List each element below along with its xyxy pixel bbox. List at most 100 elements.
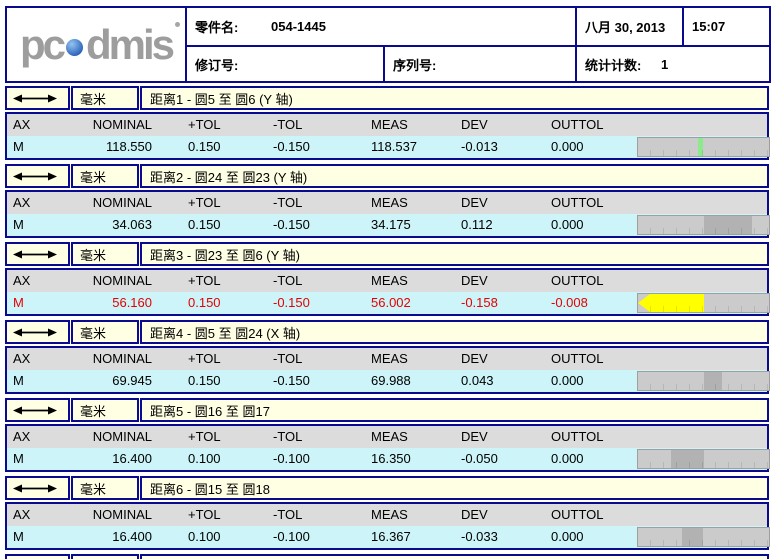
column-header-nominal: NOMINAL bbox=[92, 273, 152, 288]
dimension-header-strip: 毫米 距离3 - 圆23 至 圆6 (Y 轴) bbox=[5, 242, 769, 266]
dimension-block[interactable]: 毫米 距离4 - 圆5 至 圆24 (X 轴) AX NOMINAL +TOL … bbox=[5, 320, 770, 394]
outtol-value: 0.000 bbox=[551, 373, 584, 388]
dimension-block[interactable]: 毫米 距离2 - 圆24 至 圆23 (Y 轴) AX NOMINAL +TOL… bbox=[5, 164, 770, 238]
dimension-block[interactable]: 毫米 距离6 - 圆15 至 圆18 AX NOMINAL +TOL -TOL … bbox=[5, 476, 770, 550]
dimension-header-strip: 毫米 距离5 - 圆16 至 圆17 bbox=[5, 398, 769, 422]
dimension-type-cell bbox=[5, 320, 70, 344]
meas-value: 56.002 bbox=[371, 295, 411, 310]
column-header-ax: AX bbox=[13, 273, 31, 288]
dimension-values-row[interactable]: M 34.063 0.150 -0.150 34.175 0.112 0.000 bbox=[7, 214, 770, 236]
unit-cell: 毫米 bbox=[71, 164, 139, 188]
dimension-block[interactable]: 毫米 距离5 - 圆16 至 圆17 AX NOMINAL +TOL -TOL … bbox=[5, 398, 770, 472]
dimension-header-strip: 毫米 距离6 - 圆15 至 圆18 bbox=[5, 476, 769, 500]
column-header-ax: AX bbox=[13, 429, 31, 444]
column-header-minus-tol: -TOL bbox=[273, 507, 303, 522]
plus-tol-value: 0.150 bbox=[188, 139, 221, 154]
column-header-nominal: NOMINAL bbox=[92, 507, 152, 522]
dimension-title-cell: 距离6 - 圆15 至 圆18 bbox=[140, 476, 769, 500]
report-header: pc dmis 零件名: 054-1445 八月 30, 2013 15:07 修… bbox=[5, 6, 771, 83]
logo-cell: pc dmis bbox=[5, 6, 187, 83]
dimension-type-cell bbox=[5, 476, 70, 500]
dimension-title: 距离1 - 圆5 至 圆6 (Y 轴) bbox=[150, 91, 293, 107]
dimension-values-row[interactable]: M 56.160 0.150 -0.150 56.002 -0.158 -0.0… bbox=[7, 292, 770, 314]
nominal-value: 34.063 bbox=[112, 217, 152, 232]
outtol-value: 0.000 bbox=[551, 217, 584, 232]
dimension-title: 距离5 - 圆16 至 圆17 bbox=[150, 403, 270, 419]
column-header-ax: AX bbox=[13, 351, 31, 366]
logo-text-pc: pc bbox=[19, 20, 66, 68]
distance-arrow-icon bbox=[13, 94, 57, 102]
deviation-bar bbox=[637, 527, 770, 547]
outtol-value: 0.000 bbox=[551, 451, 584, 466]
dimension-values-row[interactable]: M 16.400 0.100 -0.100 16.350 -0.050 0.00… bbox=[7, 448, 770, 470]
outtol-value: 0.000 bbox=[551, 529, 584, 544]
revision-label: 修订号: bbox=[195, 57, 239, 73]
axis-value: M bbox=[13, 451, 24, 466]
time-cell: 15:07 bbox=[682, 6, 771, 47]
dimension-columns-row: AX NOMINAL +TOL -TOL MEAS DEV OUTTOL bbox=[7, 114, 767, 136]
column-header-outtol: OUTTOL bbox=[551, 195, 604, 210]
dimension-columns-row: AX NOMINAL +TOL -TOL MEAS DEV OUTTOL bbox=[7, 504, 767, 526]
dimension-title: 距离6 - 圆15 至 圆18 bbox=[150, 481, 270, 497]
column-header-plus-tol: +TOL bbox=[188, 429, 221, 444]
dimension-columns-row: AX NOMINAL +TOL -TOL MEAS DEV OUTTOL bbox=[7, 348, 767, 370]
dev-value: 0.043 bbox=[461, 373, 494, 388]
unit-label: 毫米 bbox=[80, 481, 107, 497]
dev-value: -0.158 bbox=[461, 295, 498, 310]
column-header-meas: MEAS bbox=[371, 507, 408, 522]
revision-cell: 修订号: bbox=[185, 45, 385, 83]
dimension-header-partial bbox=[5, 554, 769, 559]
distance-arrow-icon bbox=[13, 328, 57, 336]
outtol-value: 0.000 bbox=[551, 139, 584, 154]
unit-label: 毫米 bbox=[80, 403, 107, 419]
axis-value: M bbox=[13, 373, 24, 388]
column-header-plus-tol: +TOL bbox=[188, 273, 221, 288]
plus-tol-value: 0.100 bbox=[188, 451, 221, 466]
distance-arrow-icon bbox=[13, 406, 57, 414]
distance-arrow-icon bbox=[13, 172, 57, 180]
dimension-block[interactable]: 毫米 距离1 - 圆5 至 圆6 (Y 轴) AX NOMINAL +TOL -… bbox=[5, 86, 770, 160]
column-header-dev: DEV bbox=[461, 429, 488, 444]
plus-tol-value: 0.150 bbox=[188, 217, 221, 232]
part-name-cell: 零件名: 054-1445 bbox=[185, 6, 577, 47]
nominal-value: 118.550 bbox=[105, 139, 152, 154]
column-header-dev: DEV bbox=[461, 117, 488, 132]
deviation-bar bbox=[637, 215, 770, 235]
deviation-bar bbox=[637, 371, 770, 391]
dimension-values-row[interactable]: M 16.400 0.100 -0.100 16.367 -0.033 0.00… bbox=[7, 526, 770, 548]
deviation-bar bbox=[637, 449, 770, 469]
column-header-nominal: NOMINAL bbox=[92, 195, 152, 210]
column-header-plus-tol: +TOL bbox=[188, 195, 221, 210]
dimension-table: AX NOMINAL +TOL -TOL MEAS DEV OUTTOL M 3… bbox=[5, 190, 770, 238]
plus-tol-value: 0.150 bbox=[188, 295, 221, 310]
axis-value: M bbox=[13, 295, 24, 310]
dev-value: -0.033 bbox=[461, 529, 498, 544]
column-header-minus-tol: -TOL bbox=[273, 195, 303, 210]
column-header-minus-tol: -TOL bbox=[273, 117, 303, 132]
unit-cell bbox=[71, 554, 139, 559]
column-header-minus-tol: -TOL bbox=[273, 351, 303, 366]
column-header-meas: MEAS bbox=[371, 117, 408, 132]
nominal-value: 16.400 bbox=[112, 451, 152, 466]
report-date: 八月 30, 2013 bbox=[585, 20, 666, 35]
column-header-meas: MEAS bbox=[371, 195, 408, 210]
dimension-title-cell: 距离5 - 圆16 至 圆17 bbox=[140, 398, 769, 422]
dimension-title: 距离3 - 圆23 至 圆6 (Y 轴) bbox=[150, 247, 301, 263]
plus-tol-value: 0.100 bbox=[188, 529, 221, 544]
column-header-ax: AX bbox=[13, 117, 31, 132]
deviation-bar-fill bbox=[681, 528, 704, 546]
part-name-value: 054-1445 bbox=[271, 19, 326, 34]
dimension-title-cell: 距离4 - 圆5 至 圆24 (X 轴) bbox=[140, 320, 769, 344]
column-header-outtol: OUTTOL bbox=[551, 117, 604, 132]
column-header-ax: AX bbox=[13, 195, 31, 210]
pcdmis-logo: pc dmis bbox=[19, 10, 181, 80]
dimension-blocks: 毫米 距离1 - 圆5 至 圆6 (Y 轴) AX NOMINAL +TOL -… bbox=[5, 86, 770, 559]
dimension-values-row[interactable]: M 118.550 0.150 -0.150 118.537 -0.013 0.… bbox=[7, 136, 770, 158]
plus-tol-value: 0.150 bbox=[188, 373, 221, 388]
dimension-values-row[interactable]: M 69.945 0.150 -0.150 69.988 0.043 0.000 bbox=[7, 370, 770, 392]
dimension-table: AX NOMINAL +TOL -TOL MEAS DEV OUTTOL M 1… bbox=[5, 424, 770, 472]
part-name-label: 零件名: bbox=[195, 20, 239, 35]
dimension-block[interactable]: 毫米 距离3 - 圆23 至 圆6 (Y 轴) AX NOMINAL +TOL … bbox=[5, 242, 770, 316]
nominal-value: 16.400 bbox=[112, 529, 152, 544]
